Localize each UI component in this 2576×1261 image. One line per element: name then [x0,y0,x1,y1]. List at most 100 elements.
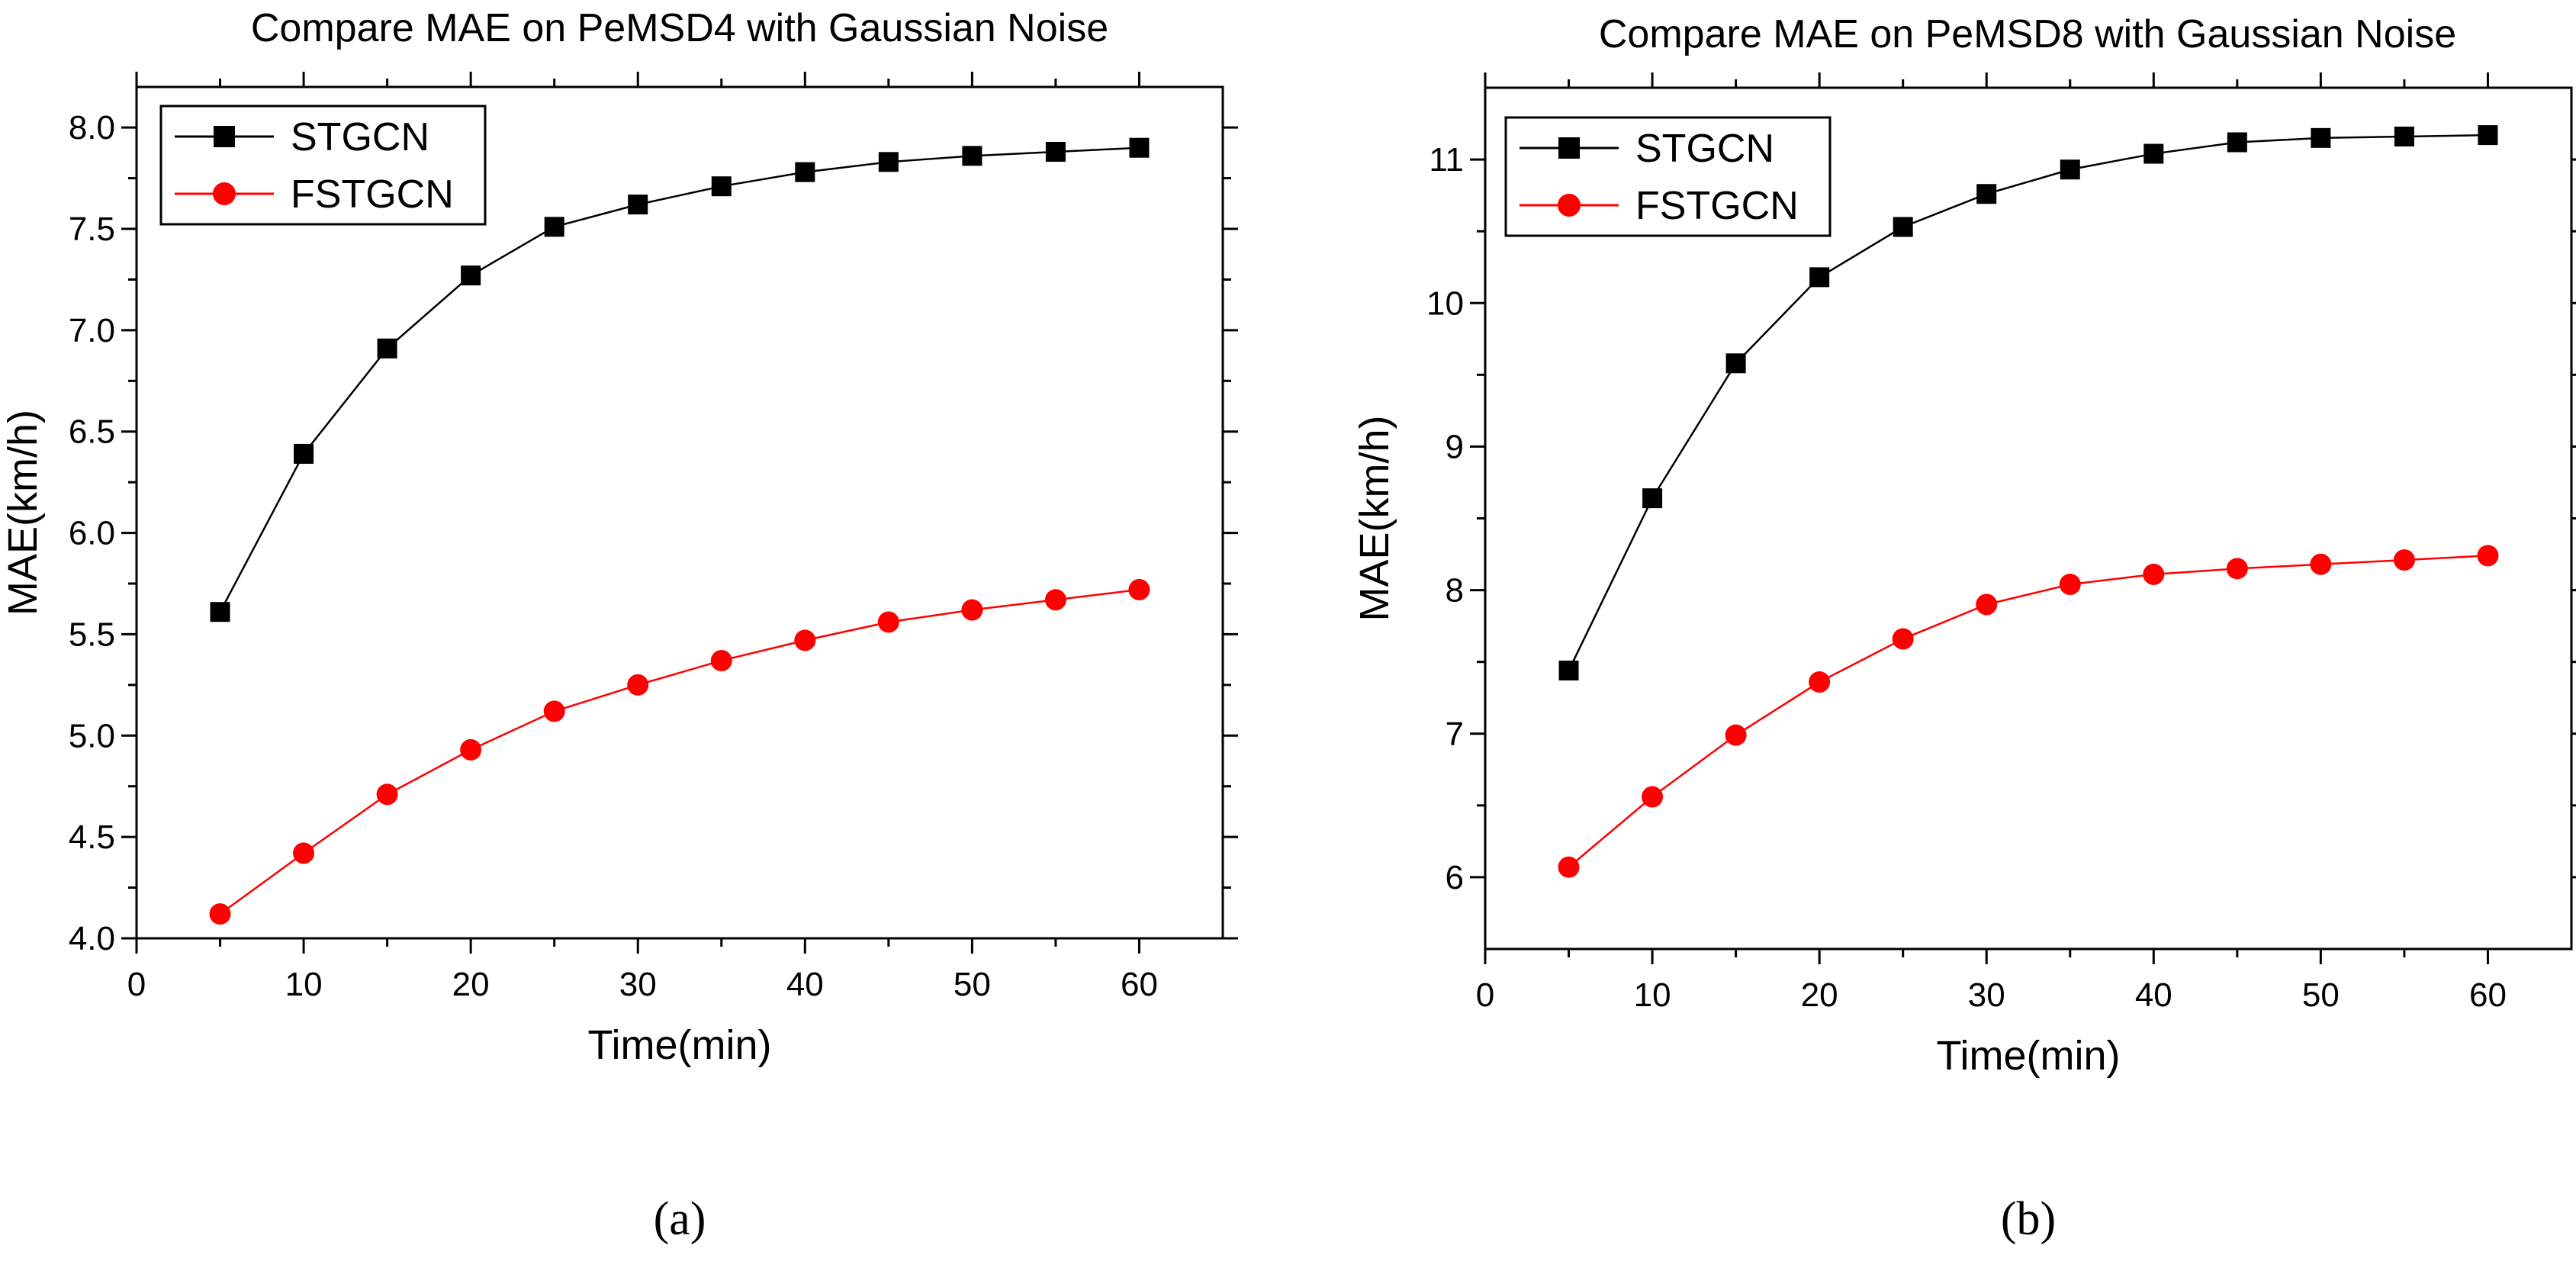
y-tick-label: 6 [1446,859,1464,896]
x-tick-label: 50 [2302,976,2340,1014]
x-tick-label: 20 [1801,976,1838,1014]
data-point-fstgcn [2310,553,2332,575]
x-tick-label: 10 [285,966,323,1003]
panel-label: (a) [654,1193,706,1245]
data-point-stgcn [1809,267,1830,288]
data-point-stgcn [1642,488,1663,509]
data-point-stgcn [377,338,397,359]
y-tick-label: 4.5 [69,819,115,856]
data-point-stgcn [1129,137,1150,158]
data-point-stgcn [795,162,815,182]
x-tick-label: 10 [1634,976,1671,1014]
legend-box [159,105,487,226]
legend-label-stgcn: STGCN [291,115,429,159]
legend-label-fstgcn: FSTGCN [1635,184,1799,228]
data-point-stgcn [962,146,982,166]
data-point-fstgcn [1892,628,1914,650]
legend-box [1504,116,1832,237]
data-point-fstgcn [2477,545,2499,567]
data-point-fstgcn [710,649,732,671]
x-axis-label: Time(min) [588,1022,772,1068]
data-point-stgcn [2060,159,2080,180]
data-point-stgcn [210,602,230,622]
y-tick-label: 6.5 [69,413,115,451]
data-point-fstgcn [1128,578,1150,600]
chart-title: Compare MAE on PeMSD8 with Gaussian Nois… [1599,12,2456,56]
data-point-fstgcn [627,674,649,696]
data-point-stgcn [2227,132,2247,153]
data-point-stgcn [2394,126,2414,146]
data-point-fstgcn [2143,563,2165,585]
data-point-fstgcn [1642,786,1664,808]
data-point-fstgcn [2226,558,2248,580]
data-point-fstgcn [460,738,482,761]
chart-title: Compare MAE on PeMSD4 with Gaussian Nois… [251,6,1108,50]
y-tick-label: 10 [1426,285,1464,322]
plot-area [135,85,1224,940]
legend-label-fstgcn: FSTGCN [291,172,454,217]
x-tick-label: 40 [786,966,824,1003]
y-tick-label: 7 [1446,716,1464,753]
data-point-stgcn [1976,184,1997,204]
y-tick-label: 6.0 [69,515,115,552]
y-tick-label: 7.0 [69,312,115,349]
data-point-fstgcn [2393,549,2415,571]
legend-label-stgcn: STGCN [1635,127,1774,171]
data-point-fstgcn [794,629,816,651]
data-point-stgcn [2478,125,2498,146]
data-point-fstgcn [543,700,565,722]
data-point-stgcn [1558,660,1579,680]
x-tick-label: 60 [1121,966,1158,1003]
data-point-stgcn [1045,142,1066,162]
data-point-stgcn [294,443,314,464]
data-point-stgcn [1725,353,1746,374]
data-point-fstgcn [1044,589,1066,611]
x-tick-label: 30 [619,966,657,1003]
chart-pemsd8: Compare MAE on PeMSD8 with Gaussian Nois… [1352,12,2576,1245]
y-axis-label: MAE(km/h) [1352,416,1397,622]
x-tick-label: 0 [1476,976,1494,1014]
data-point-stgcn [878,152,899,172]
series-line-fstgcn [1568,555,2488,868]
x-tick-label: 50 [954,966,991,1003]
y-tick-label: 11 [1429,141,1464,179]
data-point-fstgcn [1558,856,1580,878]
y-tick-label: 5.0 [69,717,115,754]
data-point-stgcn [711,176,732,197]
x-tick-label: 60 [2469,976,2507,1014]
x-tick-label: 20 [452,966,490,1003]
legend-marker-stgcn [214,126,235,147]
series-line-stgcn [219,146,1140,613]
panel-label: (b) [2001,1193,2056,1245]
legend-marker-fstgcn [213,182,236,205]
y-tick-label: 5.5 [69,616,115,653]
data-point-stgcn [1893,217,1913,237]
data-point-fstgcn [2059,574,2081,596]
legend-marker-fstgcn [1558,194,1581,217]
data-point-stgcn [544,217,564,237]
data-point-fstgcn [376,783,398,806]
y-tick-label: 7.5 [69,211,115,248]
data-point-stgcn [628,195,648,215]
data-point-stgcn [2143,143,2164,164]
data-point-fstgcn [1725,724,1747,746]
data-point-stgcn [2311,127,2331,148]
series-line-stgcn [1568,133,2488,671]
y-tick-label: 4.0 [69,920,115,957]
data-point-fstgcn [877,611,899,633]
legend-marker-stgcn [1558,137,1580,159]
y-tick-label: 8 [1446,572,1464,610]
y-tick-label: 9 [1446,428,1464,465]
x-axis-label: Time(min) [1937,1033,2121,1079]
data-point-fstgcn [1976,594,1998,616]
y-tick-label: 8.0 [69,109,115,146]
data-point-fstgcn [209,903,231,925]
y-axis-label: MAE(km/h) [0,410,46,616]
x-tick-label: 30 [1968,976,2005,1014]
data-point-fstgcn [961,599,983,621]
data-point-fstgcn [1809,671,1831,693]
data-point-fstgcn [293,842,315,864]
series-line-fstgcn [219,588,1140,915]
x-tick-label: 40 [2135,976,2172,1014]
